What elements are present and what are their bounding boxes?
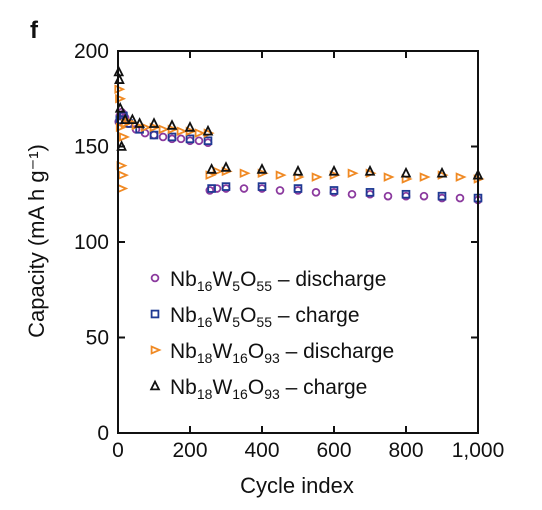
data-point	[176, 126, 188, 136]
series-3	[113, 65, 484, 180]
data-point	[119, 132, 131, 142]
data-point	[176, 134, 186, 144]
data-point	[365, 188, 375, 197]
data-point	[221, 182, 231, 191]
x-tick-label: 800	[388, 439, 423, 462]
data-point	[455, 193, 465, 203]
data-point	[148, 117, 160, 128]
data-point	[206, 163, 217, 174]
data-point	[158, 124, 170, 135]
legend-marker	[149, 379, 161, 391]
data-point	[455, 172, 467, 182]
series-1	[115, 111, 483, 203]
panel-label: f	[30, 17, 39, 44]
legend: Nb16W5O55 – discharge Nb16W5O55 – charge N…	[149, 268, 394, 402]
data-point	[149, 130, 159, 140]
data-point	[311, 188, 321, 197]
data-point	[119, 113, 131, 125]
data-point	[115, 93, 127, 104]
data-point	[436, 166, 448, 178]
legend-label: Nb16W5O55 – discharge	[170, 268, 386, 294]
x-tick-label: 200	[172, 439, 207, 462]
data-point	[383, 191, 393, 201]
data-point	[437, 191, 447, 201]
data-point	[293, 184, 303, 193]
data-point	[419, 172, 431, 182]
data-point	[117, 183, 129, 194]
data-point	[364, 164, 376, 176]
x-tick-label: 1,000	[452, 439, 505, 462]
data-point	[118, 170, 129, 180]
data-point	[167, 132, 177, 142]
data-point	[220, 161, 232, 172]
data-point	[383, 172, 395, 182]
data-point	[292, 164, 304, 176]
data-point	[311, 172, 323, 182]
data-point	[134, 117, 145, 128]
y-tick-label: 200	[74, 40, 109, 63]
data-point	[149, 130, 159, 140]
data-point	[329, 186, 339, 195]
data-point	[347, 168, 359, 179]
plot-area	[113, 65, 485, 205]
data-point	[239, 184, 249, 193]
data-point	[184, 120, 196, 132]
data-point	[127, 113, 138, 125]
data-point	[185, 134, 195, 144]
data-point	[114, 73, 125, 84]
data-point	[194, 128, 206, 138]
legend-marker	[150, 345, 162, 355]
data-point	[275, 186, 285, 195]
y-tick-label: 100	[74, 231, 109, 254]
data-point	[114, 84, 126, 94]
legend-label: Nb18W16O93 – charge	[170, 376, 367, 402]
x-tick-label: 400	[244, 439, 279, 462]
data-point	[212, 184, 222, 193]
axes: 0 200 400 600 800 1,000 0 50 100 150 200	[74, 40, 504, 462]
data-point	[194, 136, 204, 146]
y-tick-label: 50	[86, 327, 109, 350]
data-point	[207, 184, 216, 193]
data-point	[203, 136, 213, 146]
legend-label: Nb16W5O55 – charge	[170, 304, 360, 330]
data-point	[419, 191, 429, 201]
x-axis-label: Cycle index	[240, 473, 354, 498]
data-point	[328, 164, 340, 176]
data-point	[212, 166, 224, 177]
data-point	[347, 189, 357, 199]
legend-marker	[150, 273, 160, 283]
data-point	[166, 119, 178, 130]
x-tick-label: 600	[316, 439, 351, 462]
x-tick-label: 0	[112, 439, 124, 462]
y-tick-label: 150	[74, 136, 109, 159]
series-2	[114, 84, 485, 194]
data-point	[401, 189, 411, 199]
data-point	[275, 170, 287, 180]
data-point	[257, 182, 267, 191]
y-axis-label: Capacity (mA h g⁻¹)	[24, 144, 49, 338]
legend-label: Nb18W16O93 – discharge	[170, 340, 394, 366]
y-tick-label: 0	[97, 422, 109, 445]
data-point	[115, 122, 127, 133]
data-point	[158, 132, 168, 142]
data-point	[256, 163, 268, 174]
legend-marker	[150, 309, 160, 319]
data-point	[400, 166, 412, 178]
data-point	[239, 168, 251, 179]
data-point	[202, 124, 214, 136]
